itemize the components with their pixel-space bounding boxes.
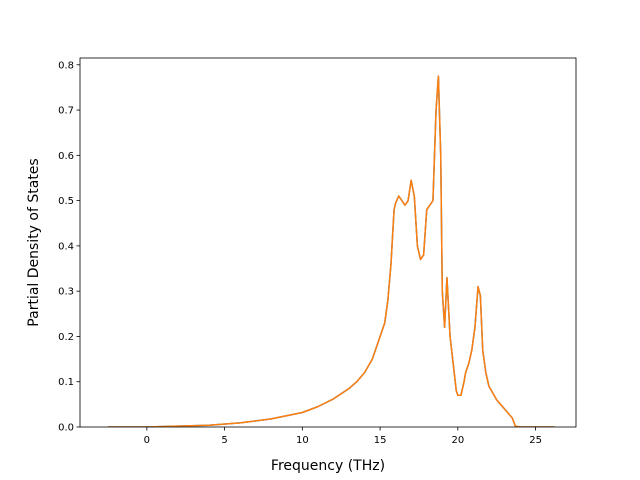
y-tick-label: 0.8 [58, 60, 74, 71]
x-tick-label: 5 [221, 435, 227, 446]
x-tick-label: 0 [144, 435, 150, 446]
y-tick-label: 0.5 [58, 196, 74, 207]
x-axis: 0 5 10 15 20 25 [144, 427, 542, 446]
x-tick-label: 15 [374, 435, 387, 446]
x-tick-label: 25 [529, 435, 542, 446]
y-tick-label: 0.2 [58, 332, 74, 343]
y-tick-label: 0.4 [58, 241, 74, 252]
plot-area-frame [79, 57, 577, 428]
x-tick-label: 10 [296, 435, 309, 446]
series-line-2 [107, 75, 555, 427]
y-tick-label: 0.3 [58, 287, 74, 298]
y-axis: 0.0 0.1 0.2 0.3 0.4 0.5 0.6 0.7 0.8 [58, 60, 80, 434]
y-axis-title: Partial Density of States [26, 158, 42, 326]
x-tick-label: 20 [451, 435, 464, 446]
y-tick-label: 0.0 [58, 423, 74, 434]
x-axis-title: Frequency (THz) [271, 458, 385, 474]
plot-lines [107, 75, 555, 427]
y-tick-label: 0.6 [58, 151, 74, 162]
y-tick-label: 0.1 [58, 377, 74, 388]
y-tick-label: 0.7 [58, 106, 74, 117]
